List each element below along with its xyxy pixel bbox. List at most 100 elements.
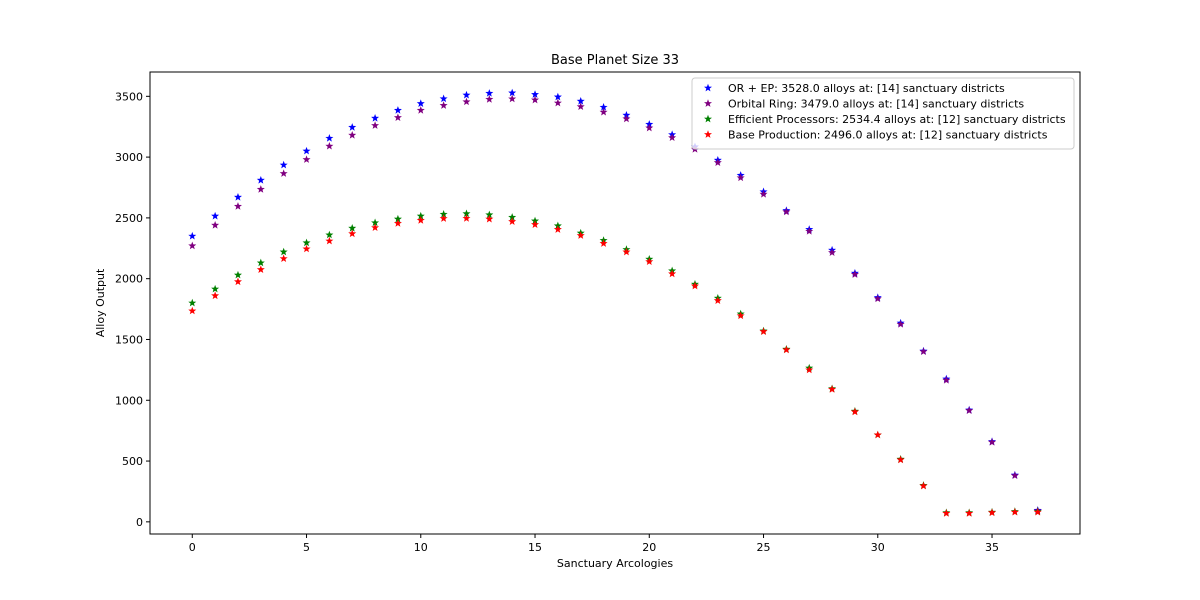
data-point — [531, 95, 540, 104]
data-point — [416, 216, 425, 224]
data-point — [713, 296, 722, 304]
data-point — [919, 347, 928, 356]
data-point — [805, 365, 814, 374]
data-point — [599, 107, 608, 116]
data-point — [919, 481, 928, 490]
data-point — [965, 406, 974, 414]
data-point — [850, 270, 859, 278]
data-point — [873, 430, 882, 439]
data-point — [439, 94, 448, 103]
data-point — [942, 509, 951, 517]
data-point — [988, 508, 997, 517]
data-point — [553, 98, 562, 107]
y-axis: 0 500 1000 1500 2000 2500 3000 3500 — [115, 90, 150, 529]
data-point — [576, 102, 585, 111]
x-tick-label: 10 — [414, 541, 428, 554]
data-point — [1010, 471, 1019, 480]
data-point — [782, 207, 791, 216]
data-point — [393, 106, 402, 114]
data-point — [393, 219, 402, 227]
data-point — [233, 277, 242, 286]
x-axis-label: Sanctuary Arcologies — [557, 557, 673, 570]
legend-entry: OR + EP: 3528.0 alloys at: [14] sanctuar… — [728, 82, 1005, 95]
data-point — [1033, 507, 1042, 516]
x-tick-label: 25 — [757, 541, 771, 554]
data-point — [279, 254, 288, 263]
data-point — [850, 407, 859, 416]
data-point — [256, 176, 265, 184]
data-point — [325, 134, 334, 142]
data-point — [736, 173, 745, 182]
data-point — [508, 88, 517, 97]
legend: OR + EP: 3528.0 alloys at: [14] sanctuar… — [691, 77, 1075, 150]
data-point — [279, 160, 288, 169]
data-point — [462, 90, 471, 99]
data-point — [416, 106, 425, 114]
data-point — [348, 229, 357, 238]
data-point — [325, 230, 334, 239]
data-point — [759, 189, 768, 198]
data-point — [622, 114, 631, 123]
data-point — [416, 99, 425, 108]
data-point — [485, 210, 494, 219]
data-point — [371, 114, 380, 122]
data-point — [485, 89, 494, 97]
y-tick-label: 1500 — [115, 333, 143, 346]
data-point — [485, 95, 494, 103]
data-point — [896, 455, 905, 464]
y-tick-label: 0 — [136, 516, 143, 529]
x-tick-label: 35 — [985, 541, 999, 554]
data-point — [188, 298, 197, 307]
series-0 — [188, 88, 1042, 514]
data-point — [508, 94, 517, 103]
legend-marker — [704, 130, 712, 138]
data-point — [279, 247, 288, 256]
series-1 — [188, 94, 1042, 515]
data-point — [188, 306, 197, 315]
data-point — [439, 101, 448, 109]
data-point — [256, 265, 265, 273]
data-point — [211, 284, 220, 293]
data-point — [1010, 507, 1019, 516]
legend-marker — [704, 99, 712, 107]
series-3 — [188, 214, 1042, 517]
data-point — [233, 270, 242, 279]
data-point — [531, 220, 540, 228]
data-point — [553, 92, 562, 101]
data-point — [439, 210, 448, 218]
data-point — [668, 269, 677, 278]
data-point — [393, 113, 402, 121]
x-tick-label: 5 — [303, 541, 310, 554]
legend-entry: Efficient Processors: 2534.4 alloys at: … — [728, 113, 1066, 126]
data-point — [508, 213, 517, 221]
data-point — [988, 438, 997, 446]
data-point — [348, 131, 357, 139]
data-point — [736, 311, 745, 320]
data-point — [188, 241, 197, 250]
x-tick-label: 20 — [642, 541, 656, 554]
data-point — [873, 294, 882, 303]
data-point — [828, 248, 837, 256]
x-tick-label: 15 — [528, 541, 542, 554]
data-point — [188, 231, 197, 240]
y-tick-label: 3500 — [115, 90, 143, 103]
data-point — [211, 211, 220, 220]
data-point — [325, 141, 334, 150]
plot-frame — [149, 71, 1081, 535]
data-point — [531, 90, 540, 98]
data-point — [233, 193, 242, 201]
data-point — [645, 257, 654, 266]
data-point — [942, 376, 951, 384]
data-point — [576, 96, 585, 105]
data-point — [462, 214, 471, 222]
chart-title: Base Planet Size 33 — [551, 53, 679, 68]
y-tick-label: 2500 — [115, 212, 143, 225]
data-point — [782, 345, 791, 354]
y-tick-label: 1000 — [115, 394, 143, 407]
data-point — [645, 123, 654, 132]
plot-area — [188, 88, 1042, 517]
data-point — [668, 133, 677, 142]
legend-marker — [704, 83, 712, 92]
data-point — [325, 236, 334, 245]
